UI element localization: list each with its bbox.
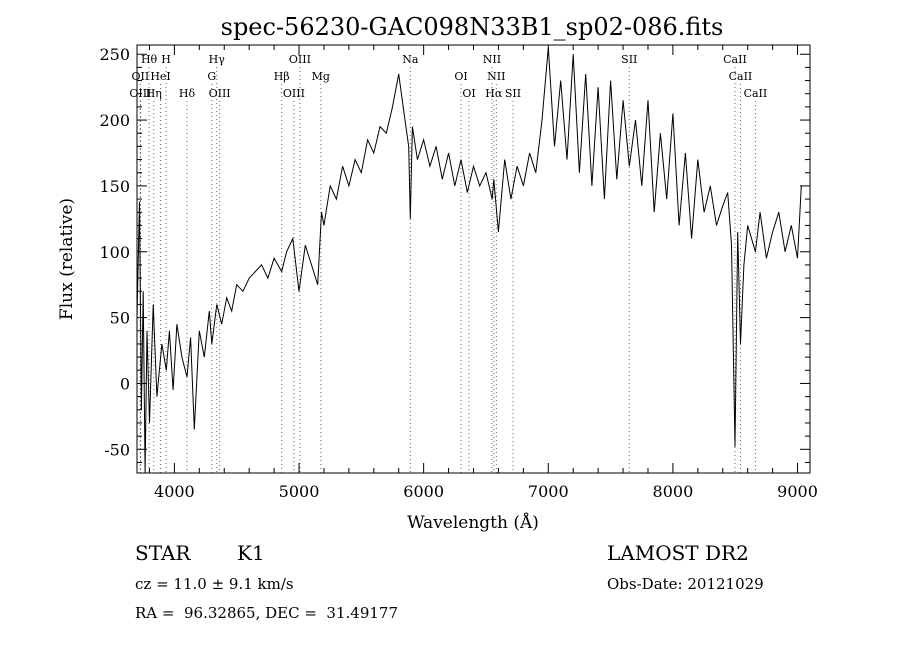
x-tick-label: 9000 — [777, 482, 818, 501]
y-tick-label: 100 — [99, 243, 130, 262]
line-marker-label: HeI — [150, 70, 170, 83]
line-marker-label: NII — [483, 53, 501, 66]
x-tick-label: 7000 — [528, 482, 569, 501]
y-tick-label: 200 — [99, 111, 130, 130]
line-marker-label: NII — [487, 70, 505, 83]
line-marker-label: H — [161, 53, 171, 66]
line-marker-label: OIII — [283, 87, 305, 100]
line-marker-label: OI — [454, 70, 467, 83]
line-marker-label: CaII — [729, 70, 753, 83]
line-marker-label: CaII — [723, 53, 747, 66]
line-marker-label: SII — [505, 87, 521, 100]
line-marker-label: G — [207, 70, 216, 83]
x-axis-label: Wavelength (Å) — [407, 512, 539, 533]
line-marker-label: Mg — [312, 70, 330, 83]
y-tick-label: 150 — [99, 177, 130, 196]
y-axis-label: Flux (relative) — [57, 198, 77, 320]
x-tick-label: 8000 — [653, 482, 694, 501]
line-marker-label: Hγ — [209, 53, 226, 66]
sky-coordinates: RA = 96.32865, DEC = 31.49177 — [135, 604, 399, 622]
line-marker-label: Hδ — [179, 87, 196, 100]
y-tick-label: 50 — [110, 309, 130, 328]
plot-frame — [136, 44, 811, 474]
object-subclass: K1 — [237, 541, 265, 565]
line-marker-label: OIII — [289, 53, 311, 66]
line-marker-label: Hα — [485, 87, 503, 100]
line-marker-label: OIII — [209, 87, 231, 100]
y-tick-label: 0 — [120, 374, 130, 393]
line-marker-label: Hβ — [274, 70, 290, 83]
y-tick-label: -50 — [104, 440, 130, 459]
line-marker-label: Hη — [146, 87, 162, 100]
line-marker-label: CaII — [744, 87, 768, 100]
observation-date: Obs-Date: 20121029 — [607, 575, 764, 593]
x-tick-label: 4000 — [154, 482, 195, 501]
axis-ticks: 4000 5000 6000 7000 8000 9000 -50 0 50 100 150 200 2… — [99, 45, 818, 501]
line-marker-label: OI — [462, 87, 475, 100]
object-class: STAR — [135, 541, 191, 565]
line-marker-label: Hθ — [141, 53, 158, 66]
spectrum-series-line — [136, 47, 802, 474]
x-tick-label: 6000 — [403, 482, 444, 501]
y-tick-label: 250 — [99, 45, 130, 64]
redshift-velocity: cz = 11.0 ± 9.1 km/s — [135, 575, 294, 593]
chart-title: spec-56230-GAC098N33B1_sp02-086.fits — [221, 13, 724, 41]
survey-name: LAMOST DR2 — [607, 541, 749, 565]
line-marker-label: SII — [621, 53, 637, 66]
line-marker-label: OII — [132, 70, 150, 83]
line-marker-label: Na — [402, 53, 419, 66]
x-tick-label: 5000 — [279, 482, 320, 501]
